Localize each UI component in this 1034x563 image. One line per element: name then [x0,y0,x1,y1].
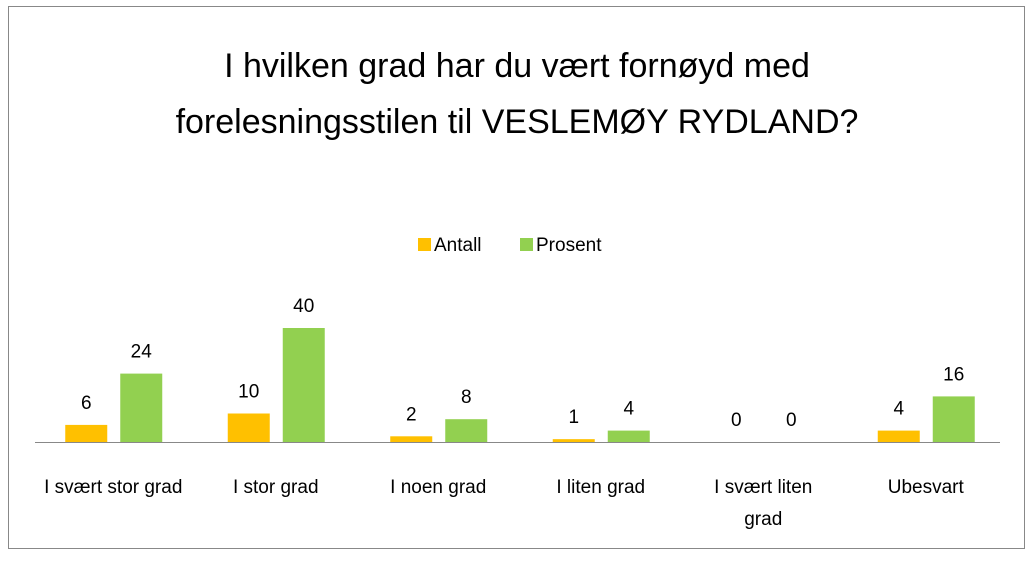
bar [607,430,650,442]
data-label: 16 [943,364,964,385]
data-label: 6 [81,393,92,414]
x-tick-label: I svært liten grad [714,477,813,530]
bar [445,419,488,442]
data-label: 0 [731,410,742,431]
x-tick-label: I stor grad [232,477,319,498]
x-tick-label: I noen grad [390,477,487,498]
data-label: 8 [461,387,472,408]
bar [65,424,108,442]
legend-label: Antall [434,235,482,256]
legend-swatch [418,238,431,251]
data-label: 24 [131,342,153,363]
bar [120,373,163,442]
data-label: 40 [293,296,314,317]
data-label: 0 [786,410,797,431]
bar [227,413,270,442]
bar [282,328,325,442]
data-label: 10 [238,382,259,403]
data-label: 4 [893,399,904,420]
chart-title: I hvilken grad har du vært fornøyd med f… [175,47,859,141]
bar [552,439,595,442]
bar [932,396,975,442]
x-tick-label: Ubesvart [887,477,964,498]
legend-label: Prosent [536,235,602,256]
data-label: 1 [568,407,579,428]
legend-swatch [520,238,533,251]
data-label: 2 [406,404,417,425]
x-tick-label: I liten grad [556,477,646,498]
bar [877,430,920,442]
chart-frame [8,6,1025,549]
x-tick-label: I svært stor grad [44,477,183,498]
bar [390,436,433,442]
data-label: 4 [623,399,634,420]
